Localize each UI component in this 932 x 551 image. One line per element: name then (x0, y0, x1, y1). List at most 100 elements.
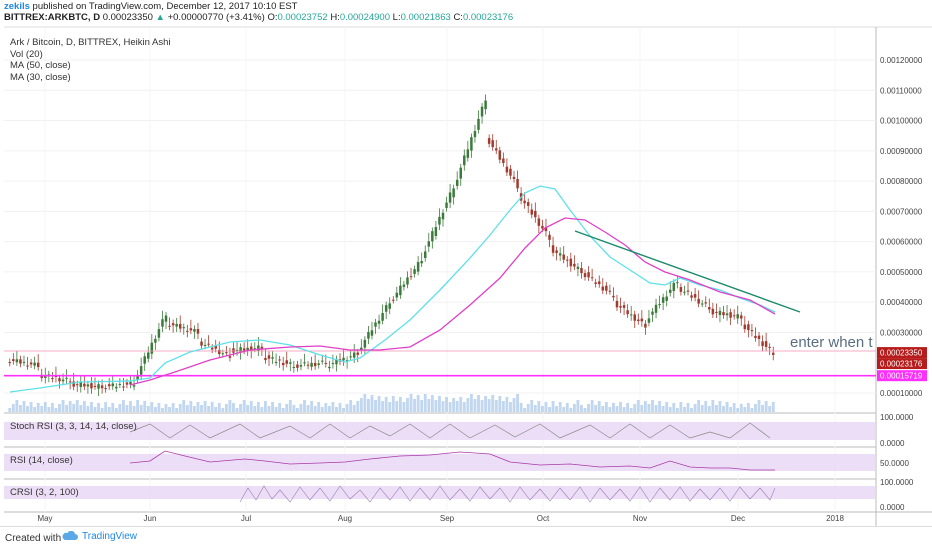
volume-bar (217, 403, 221, 412)
candle-body (111, 383, 114, 387)
rsi-label[interactable]: RSI (14, close) (10, 455, 73, 466)
crsi-label[interactable]: CRSI (3, 2, 100) (10, 487, 79, 498)
legend-title: Ark / Bitcoin, D, BITTREX, Heikin Ashi (10, 37, 171, 48)
y-tick-label: 0.00090000 (880, 147, 923, 156)
volume-bar (388, 402, 392, 412)
candle-body (416, 262, 420, 272)
candle-body (445, 202, 448, 208)
volume-bar (430, 395, 434, 412)
candle-body (281, 362, 285, 366)
candle-body (487, 138, 491, 144)
x-tick-label: Jul (241, 514, 251, 523)
candle-body (423, 251, 427, 258)
y-tick-label: 0.00120000 (880, 56, 923, 65)
candle-body (537, 218, 541, 226)
volume-bar (203, 401, 207, 412)
volume-bar (569, 408, 573, 412)
candle-body (672, 282, 676, 291)
candle-body (693, 294, 697, 298)
volume-bar (551, 401, 555, 412)
volume-bar (43, 402, 47, 412)
volume-bar (200, 405, 203, 412)
publish-info: published on TradingView.com, December 1… (32, 1, 298, 12)
legend-ma50[interactable]: MA (50, close) (10, 60, 71, 71)
candlesticks (8, 94, 775, 396)
candle-body (526, 202, 530, 206)
candle-body (402, 284, 406, 287)
volume-bar (619, 402, 622, 412)
volume-bar (342, 408, 345, 412)
volume-bar (335, 407, 338, 412)
price-label-text: 0.00023350 (880, 349, 923, 358)
time-axis[interactable]: May Jun Jul Aug Sep Oct Nov Dec 2018 (37, 514, 844, 523)
annotation-text[interactable]: enter when t (790, 334, 873, 351)
candle-body (544, 227, 548, 232)
candle-body (249, 346, 253, 352)
author-link[interactable]: zekils (4, 1, 30, 12)
candle-body (516, 179, 519, 189)
volume-bar (597, 401, 601, 412)
volume-bar (26, 406, 29, 412)
volume-bar (264, 401, 267, 412)
ma30-line (9, 185, 776, 393)
volume-bar (413, 399, 417, 412)
candle-body (661, 297, 665, 303)
stoch-rsi-label[interactable]: Stoch RSI (3, 3, 14, 14, close) (10, 421, 137, 432)
price-axis[interactable]: 0.00120000 0.00110000 0.00100000 0.00090000… (880, 56, 923, 398)
candle-body (580, 268, 583, 274)
candle-body (15, 359, 19, 363)
candle-body (619, 306, 622, 308)
candle-body (154, 338, 157, 343)
legend-volume[interactable]: Vol (20) (10, 48, 43, 60)
candle-body (374, 322, 377, 327)
volume-bar (239, 404, 243, 412)
volume-bar (509, 402, 512, 412)
volume-bar (139, 405, 143, 412)
candle-body (356, 352, 360, 355)
tradingview-brand[interactable]: TradingView (62, 531, 137, 542)
candle-body (708, 307, 711, 310)
price-label-box (877, 358, 927, 370)
volume-bar (707, 406, 711, 412)
volume-bar (693, 404, 697, 412)
legend-ma30[interactable]: MA (30, close) (10, 71, 71, 83)
volume-bar (683, 407, 686, 412)
candle-body (72, 381, 75, 387)
candle-body (608, 290, 612, 292)
volume-bar (207, 406, 211, 412)
volume-bar (132, 406, 136, 412)
volume-bar (47, 407, 51, 412)
trendline[interactable] (574, 230, 801, 313)
candle-body (321, 360, 324, 362)
volume-bar (587, 404, 590, 412)
volume-bar (455, 401, 459, 412)
volume-bar (349, 400, 353, 412)
candle-body (33, 362, 36, 366)
candle-body (367, 332, 370, 339)
candle-body (399, 285, 402, 296)
volume-bar (356, 401, 360, 412)
candle-body (97, 384, 100, 389)
volume-bar (590, 400, 594, 412)
volume-bar (427, 399, 431, 412)
candle-body (729, 312, 732, 318)
volume-bar (768, 406, 772, 412)
candle-body (285, 360, 288, 364)
publish-line: zekils published on TradingView.com, Dec… (4, 1, 297, 13)
candle-body (768, 346, 771, 348)
candle-body (289, 362, 292, 364)
volume-bar (516, 394, 519, 412)
candle-body (86, 384, 90, 387)
volume-bar (423, 394, 427, 412)
volume-bar (33, 407, 37, 412)
volume-bars (8, 394, 775, 412)
crsi-band (4, 486, 876, 499)
candle-body (12, 359, 15, 362)
rsi-tick: 50.0000 (880, 459, 909, 468)
open-label: O: (267, 12, 278, 23)
x-tick-label: Dec (731, 514, 745, 523)
volume-bar (50, 403, 54, 412)
candle-body (296, 364, 299, 368)
candle-body (175, 323, 178, 327)
